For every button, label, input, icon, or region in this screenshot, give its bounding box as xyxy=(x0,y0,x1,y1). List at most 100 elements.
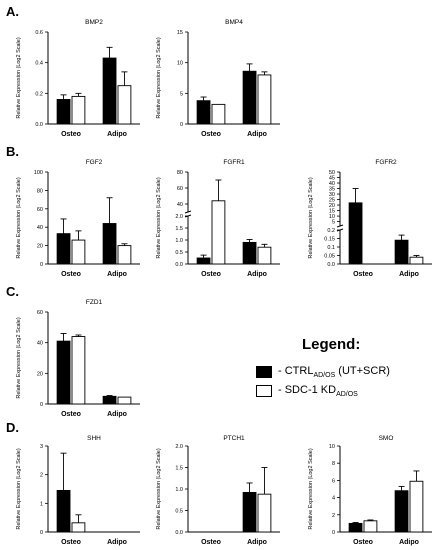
y-tick-label-fgf2: 60 xyxy=(37,207,43,213)
y-tick-label-fgf2: 40 xyxy=(37,225,43,231)
bar-fgfr1-kd-adipo xyxy=(257,246,272,265)
y-axis-label-smo: Relative Expression (Log2 Scale) xyxy=(308,448,314,529)
bar-bmp4-ctrl-adipo xyxy=(242,70,257,125)
bar-smo-ctrl-osteo xyxy=(348,522,363,533)
y-tick-label-fgfr2: 30 xyxy=(329,192,335,198)
bar-ptch1-ctrl-adipo xyxy=(242,491,257,533)
x-tick-label-smo: Osteo xyxy=(353,539,373,546)
y-tick-label-shh: 3 xyxy=(40,444,43,450)
chart-fzd1: FZD1 Relative Expression (Log2 Scale) 0 20 4… xyxy=(16,299,140,418)
y-tick-label-shh: 2 xyxy=(40,473,43,479)
chart-shh: SHH Relative Expression (Log2 Scale) 0 1 2 3 O… xyxy=(16,435,140,546)
bar-fgfr2-ctrl-osteo xyxy=(348,202,363,265)
y-axis-label-shh: Relative Expression (Log2 Scale) xyxy=(16,448,22,529)
x-tick-label-fzd1: Osteo xyxy=(61,411,81,418)
y-tick-label-bmp4: 5 xyxy=(180,91,183,97)
bar-fgfr2-ctrl-adipo xyxy=(394,239,409,265)
y-tick-label-fgfr1: 0.5 xyxy=(175,250,183,256)
bar-fzd1-ctrl-osteo xyxy=(56,340,71,405)
bar-bmp4-kd-osteo xyxy=(211,103,226,125)
bar-fgfr2-kd-adipo xyxy=(409,256,424,265)
y-tick-label-fgfr1: 60 xyxy=(177,186,183,192)
x-tick-label-shh: Osteo xyxy=(61,539,81,546)
y-tick-label-fgfr2: 5 xyxy=(332,220,335,226)
y-tick-label-bmp4: 15 xyxy=(177,30,183,36)
bar-bmp2-kd-osteo xyxy=(71,95,86,125)
y-tick-label-fgfr1: 1.5 xyxy=(175,226,183,232)
bar-bmp2-ctrl-osteo xyxy=(56,99,71,125)
legend-title: Legend: xyxy=(302,336,361,353)
y-tick-label-fgfr1: 2.0 xyxy=(175,214,183,220)
chart-fgf2: FGF2 Relative Expression (Log2 Scale) 0 20 4… xyxy=(16,159,140,278)
x-tick-label-shh: Adipo xyxy=(107,539,127,546)
y-tick-label-bmp2: 0.4 xyxy=(35,61,43,67)
chart-title-shh: SHH xyxy=(87,435,101,442)
y-tick-label-fgfr1: 0.0 xyxy=(175,262,183,268)
bar-shh-ctrl-osteo xyxy=(56,489,71,533)
y-tick-label-fgfr2: 50 xyxy=(329,170,335,176)
y-tick-label-fgfr2: 0.05 xyxy=(324,254,335,260)
y-tick-label-fgfr2: 25 xyxy=(329,198,335,204)
y-tick-label-fzd1: 60 xyxy=(37,310,43,316)
panel-label-a: A. xyxy=(6,4,19,19)
bar-fgfr1-ctrl-adipo xyxy=(242,241,257,265)
bar-fgf2-ctrl-adipo xyxy=(102,223,117,265)
y-tick-label-ptch1: 1.5 xyxy=(175,466,183,472)
y-tick-label-smo: 6 xyxy=(332,478,335,484)
y-tick-label-bmp2: 0.6 xyxy=(35,30,43,36)
bar-fzd1-ctrl-adipo xyxy=(102,395,117,405)
chart-title-bmp4: BMP4 xyxy=(225,19,243,26)
y-tick-label-ptch1: 1.0 xyxy=(175,487,183,493)
bar-fgfr1-kd-osteo xyxy=(211,200,226,265)
y-tick-label-fgfr2: 0.15 xyxy=(324,237,335,243)
chart-title-fgf2: FGF2 xyxy=(86,159,103,166)
bar-bmp2-kd-adipo xyxy=(117,85,132,125)
y-tick-label-ptch1: 2.0 xyxy=(175,444,183,450)
chart-title-fgfr1: FGFR1 xyxy=(223,159,245,166)
x-tick-label-ptch1: Adipo xyxy=(247,539,267,546)
y-tick-label-fgf2: 80 xyxy=(37,188,43,194)
chart-bmp4: BMP4 Relative Expression (Log2 Scale) 0 5 10… xyxy=(156,19,280,138)
panel-label-b: B. xyxy=(6,144,19,159)
legend-label-ctrl: - CTRLAD/OS (UT+SCR) xyxy=(278,365,390,380)
y-tick-label-fgfr2: 45 xyxy=(329,176,335,182)
y-tick-label-smo: 0 xyxy=(332,530,335,536)
x-tick-label-fgfr1: Adipo xyxy=(247,271,267,278)
y-tick-label-smo: 2 xyxy=(332,513,335,519)
chart-bmp2: BMP2 Relative Expression (Log2 Scale) 0.0 0… xyxy=(16,19,140,138)
axis-break-mark-fgfr2 xyxy=(336,224,344,228)
x-tick-label-ptch1: Osteo xyxy=(201,539,221,546)
y-tick-label-fzd1: 20 xyxy=(37,371,43,377)
panel-label-d: D. xyxy=(6,420,19,435)
legend-label-kd: - SDC-1 KDAD/OS xyxy=(278,384,358,399)
bar-smo-ctrl-adipo xyxy=(394,490,409,533)
y-axis-label-fgfr2: Relative Expression (Log2 Scale) xyxy=(308,177,314,258)
bar-smo-kd-osteo xyxy=(363,520,378,533)
y-tick-label-fgfr2: 15 xyxy=(329,209,335,215)
chart-title-fgfr2: FGFR2 xyxy=(375,159,397,166)
x-tick-label-bmp2: Osteo xyxy=(61,131,81,138)
chart-ptch1: PTCH1 Relative Expression (Log2 Scale) 0.0… xyxy=(156,435,280,546)
legend-swatch-ctrl xyxy=(256,366,272,379)
x-tick-label-fgfr1: Osteo xyxy=(201,271,221,278)
y-axis-label-fgfr1: Relative Expression (Log2 Scale) xyxy=(156,177,162,258)
y-tick-label-fgfr2: 10 xyxy=(329,214,335,220)
chart-title-smo: SMO xyxy=(379,435,394,442)
y-tick-label-fgfr2: 0.1 xyxy=(327,245,335,251)
y-tick-label-fgfr2: 0.2 xyxy=(327,228,335,234)
bar-bmp2-ctrl-adipo xyxy=(102,57,117,125)
x-tick-label-bmp2: Adipo xyxy=(107,131,127,138)
y-tick-label-fgfr2: 20 xyxy=(329,203,335,209)
bar-bmp4-ctrl-osteo xyxy=(196,100,211,125)
y-tick-label-bmp4: 10 xyxy=(177,61,183,67)
legend-swatch-kd xyxy=(256,385,272,398)
y-tick-label-fgfr1: 80 xyxy=(177,170,183,176)
chart-fgfr2: FGFR2 Relative Expression (Log2 Scale) 0.0… xyxy=(308,159,432,278)
y-tick-label-bmp2: 0.0 xyxy=(35,122,43,128)
y-tick-label-bmp2: 0.2 xyxy=(35,91,43,97)
legend-item-ctrl: - CTRLAD/OS (UT+SCR) xyxy=(256,365,390,379)
y-axis-label-fzd1: Relative Expression (Log2 Scale) xyxy=(16,317,22,398)
y-tick-label-fzd1: 0 xyxy=(40,402,43,408)
x-tick-label-fgfr2: Osteo xyxy=(353,271,373,278)
y-tick-label-ptch1: 0.5 xyxy=(175,509,183,515)
